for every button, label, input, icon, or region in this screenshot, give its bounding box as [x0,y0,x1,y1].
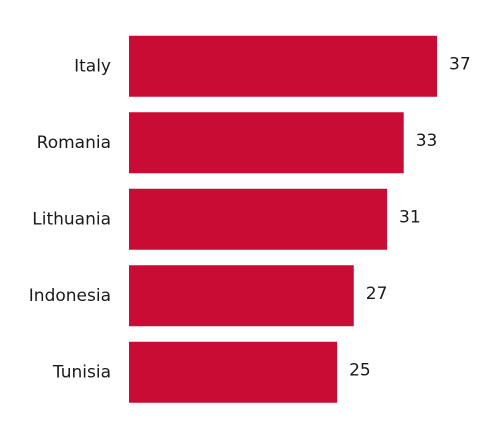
bar [129,188,388,250]
category-label: Lithuania [32,209,111,229]
value-label: 31 [399,207,421,227]
bar [129,35,437,97]
value-label: 27 [366,284,388,304]
bar [129,341,338,403]
value-label: 37 [449,54,471,74]
category-label: Italy [74,56,111,76]
value-label: 25 [349,360,371,380]
value-label: 33 [416,131,438,151]
category-label: Romania [37,133,111,153]
bar [129,265,354,327]
category-label: Tunisia [52,362,111,382]
category-label: Indonesia [29,286,111,306]
bar [129,112,404,174]
